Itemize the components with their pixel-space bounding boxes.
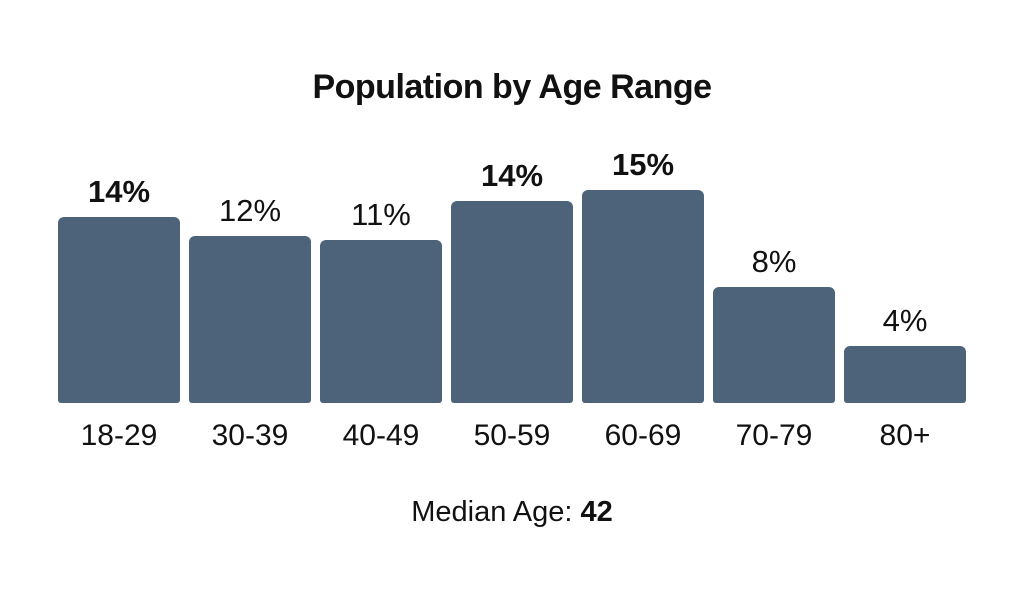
bar-value-label: 12% [218,193,282,228]
x-axis-label: 18-29 [80,419,158,452]
x-axis-label: 30-39 [211,419,289,452]
x-axis-label: 40-49 [342,419,420,452]
bar [58,217,180,403]
bar-chart: 14% 18-29 12% 30-39 11% 40-49 14% 50-59 … [58,0,966,453]
bar [582,190,704,403]
bar-column: 14% 50-59 [451,160,573,453]
bar-column: 8% 70-79 [713,246,835,453]
bar-value-label: 8% [751,244,797,279]
bar-column: 12% 30-39 [189,195,311,453]
bar [189,236,311,403]
median-age-value: 42 [580,496,613,528]
x-axis-label: 60-69 [604,419,682,452]
x-axis-label: 70-79 [735,419,813,452]
bar-value-label: 4% [882,303,928,338]
chart-title: Population by Age Range [312,68,712,106]
bar-value-label: 11% [351,197,411,232]
bar-value-label: 14% [87,174,151,209]
median-age-note: Median Age: 42 [0,496,1024,529]
x-axis-label: 50-59 [473,419,551,452]
bar [844,346,966,403]
bar-column: 11% 40-49 [320,199,442,453]
bar-column: 15% 60-69 [582,149,704,453]
bar-value-label: 14% [480,158,544,193]
bar [451,201,573,403]
x-axis-label: 80+ [879,419,931,452]
bar-column: 4% 80+ [844,305,966,453]
bar [320,240,442,403]
bar-value-label: 15% [611,147,675,182]
bar [713,287,835,403]
median-age-label: Median Age: [411,496,581,528]
bar-column: 14% 18-29 [58,176,180,453]
